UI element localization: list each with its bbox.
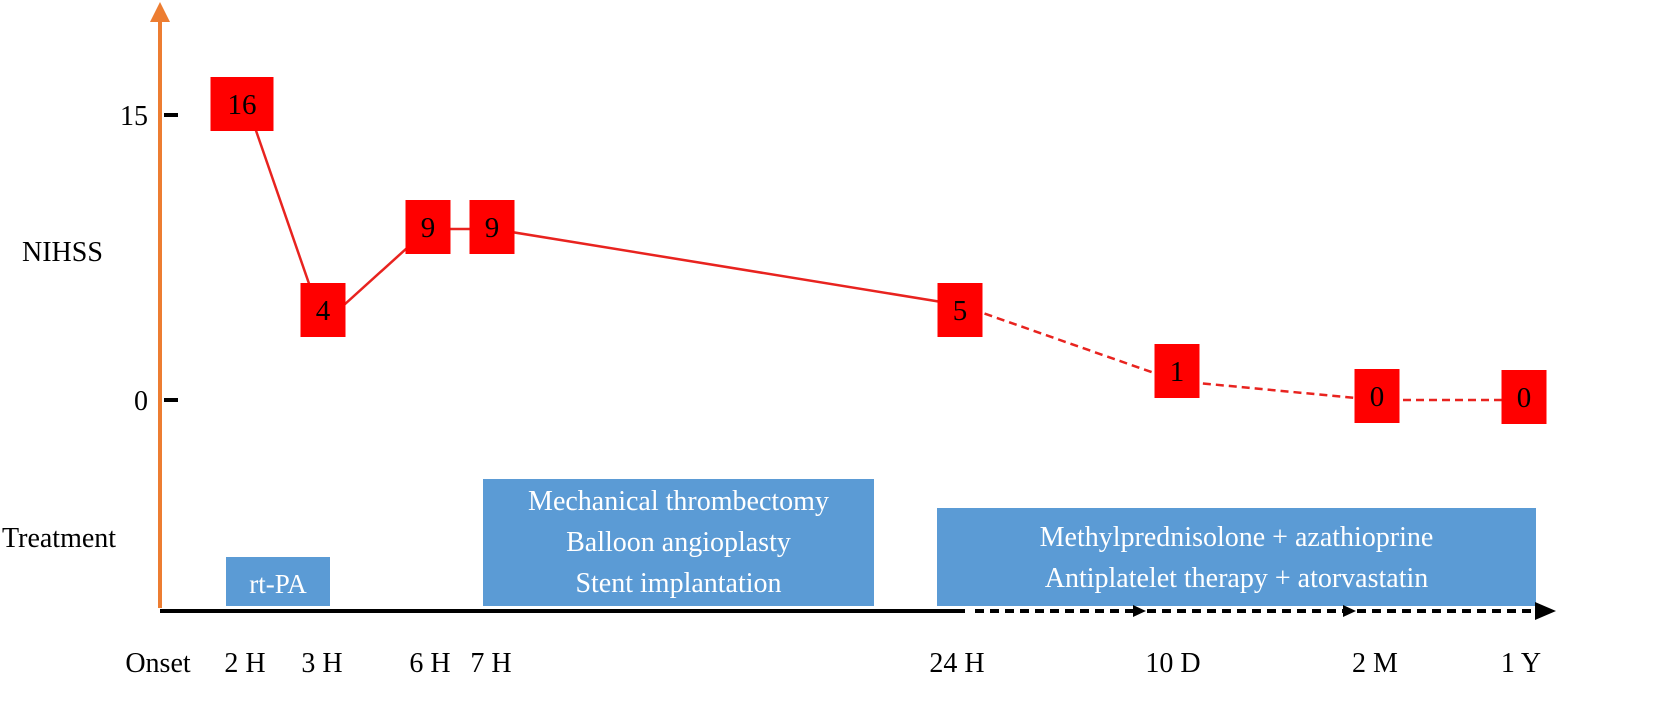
data-point-marker — [1354, 369, 1400, 423]
data-point-label: 4 — [316, 295, 331, 327]
series-segment — [492, 227, 961, 307]
series-segment-dashed — [959, 303, 1178, 383]
y-tick-label: 0 — [134, 386, 148, 417]
x-tick-label: 10 D — [1145, 648, 1200, 679]
data-point-marker — [210, 77, 274, 131]
x-tick-label: 2 H — [224, 648, 265, 679]
treatment-box-text: Antiplatelet therapy + atorvastatin — [1045, 563, 1429, 594]
treatment-box-text: Mechanical thrombectomy — [528, 486, 829, 517]
x-tick-label: 1 Y — [1501, 648, 1541, 679]
data-point-marker — [300, 283, 346, 337]
data-points-layer: 16 4 9 9 5 1 0 0 — [210, 77, 1547, 424]
x-axis-arrowhead — [1133, 605, 1146, 617]
treatment-boxes-layer: rt-PA Mechanical thrombectomy Balloon angi… — [226, 479, 1536, 606]
data-point-label: 0 — [1517, 382, 1532, 414]
data-point-label: 0 — [1370, 381, 1385, 413]
data-point-label: 9 — [421, 212, 436, 244]
data-point-marker — [469, 200, 515, 254]
y-tick-label: 15 — [120, 101, 148, 132]
data-point-label: 5 — [953, 295, 968, 327]
x-tick-label: 3 H — [301, 648, 342, 679]
data-point-label: 16 — [228, 89, 257, 121]
treatment-box-text: Balloon angioplasty — [566, 527, 791, 558]
x-tick-label: Onset — [125, 648, 191, 679]
y-axis-label: NIHSS — [22, 237, 103, 268]
treatment-box-text: rt-PA — [249, 569, 307, 599]
x-axis-arrowhead — [1535, 602, 1556, 620]
data-point-marker — [1154, 344, 1200, 398]
axes-layer — [150, 2, 1556, 620]
treatment-box — [483, 479, 874, 606]
x-tick-label: 2 M — [1352, 648, 1398, 679]
data-point-label: 9 — [485, 212, 500, 244]
x-axis-arrowhead — [1343, 605, 1356, 617]
treatment-box — [937, 508, 1536, 606]
y-axis-arrowhead — [150, 2, 170, 22]
x-tick-label: 24 H — [929, 648, 984, 679]
series-segment-dashed — [1176, 379, 1378, 402]
data-point-marker — [1501, 370, 1547, 424]
treatment-row-label: Treatment — [2, 523, 116, 554]
x-tick-label: 7 H — [470, 648, 511, 679]
data-point-label: 1 — [1170, 356, 1185, 388]
treatment-box — [226, 557, 330, 606]
treatment-box-text: Methylprednisolone + azathioprine — [1040, 522, 1434, 553]
treatment-box-text: Stent implantation — [575, 568, 781, 599]
data-point-marker — [937, 283, 983, 337]
x-tick-label: 6 H — [409, 648, 450, 679]
data-point-marker — [405, 200, 451, 254]
